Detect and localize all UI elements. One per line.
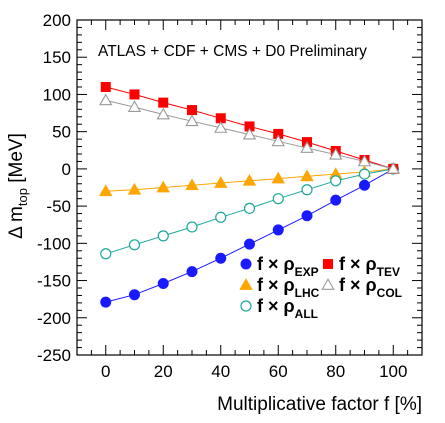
data-point-tev [187, 105, 197, 116]
data-point-exp [100, 296, 112, 308]
series-col [99, 93, 400, 174]
data-point-lhc [214, 176, 228, 188]
x-tick-label: 0 [101, 362, 110, 381]
legend-marker-tev [323, 259, 333, 269]
legend-marker-lhc [239, 278, 253, 290]
y-tick-label: 0 [62, 160, 71, 179]
data-point-col [185, 114, 199, 127]
data-point-all [157, 230, 169, 242]
data-point-exp [272, 224, 284, 236]
data-point-col [357, 154, 372, 167]
legend-label-exp: f × ρEXP [257, 254, 319, 279]
data-point-all [100, 248, 112, 260]
y-axis-title: Δ mtop [MeV] [6, 133, 30, 239]
y-axis-title-sub: top [15, 188, 30, 206]
y-tick-label: -150 [37, 272, 71, 291]
y-tick-label: 150 [43, 48, 71, 67]
legend-label-col: f × ρCOL [339, 275, 402, 300]
data-point-lhc [271, 171, 285, 184]
data-point-col [300, 141, 314, 153]
data-point-exp [301, 210, 313, 222]
legend-item-tev: f × ρTEV [323, 254, 400, 279]
x-tick-label: 20 [154, 362, 173, 381]
legend-item-col: f × ρCOL [321, 275, 402, 300]
y-tick-label: -250 [37, 346, 71, 365]
legend-marker-all [240, 300, 252, 312]
legend-marker-exp [240, 258, 252, 270]
data-point-exp [186, 266, 198, 278]
data-point-col [271, 134, 285, 147]
series-layer [99, 82, 400, 308]
data-point-col [214, 121, 228, 133]
y-tick-label: 200 [43, 11, 71, 30]
data-point-lhc [99, 184, 113, 197]
y-tick-label: -200 [37, 309, 71, 328]
y-axis-title-main: Δ m [6, 206, 27, 239]
x-axis-title: Multiplicative factor f [%] [217, 394, 422, 415]
legend-label-tev: f × ρTEV [339, 254, 400, 279]
data-point-tev [100, 82, 111, 92]
data-point-lhc [127, 182, 142, 195]
data-point-tev [129, 89, 140, 100]
axis-ticks: -250 -200 -150 -100 -50 0 50 100 150 200 0 20 40 60 80… [37, 11, 423, 381]
data-point-col [242, 127, 257, 140]
data-point-exp [215, 252, 227, 264]
data-point-col [127, 100, 142, 112]
legend: f × ρEXP f × ρTEV f × ρLHC f × ρCOL f × ρALL [239, 254, 402, 321]
data-point-col [329, 147, 343, 160]
data-point-exp [157, 278, 169, 290]
y-tick-label: -100 [37, 234, 71, 253]
data-point-col [386, 162, 400, 174]
data-point-all [243, 202, 256, 214]
legend-item-exp: f × ρEXP [240, 254, 319, 279]
legend-item-lhc: f × ρLHC [239, 275, 320, 300]
data-point-exp [330, 194, 342, 206]
data-point-exp [244, 238, 255, 250]
data-point-col [156, 107, 170, 120]
data-point-lhc [300, 169, 314, 182]
x-tick-label: 60 [269, 362, 288, 381]
data-point-all [215, 211, 227, 223]
y-tick-label: 100 [43, 85, 71, 104]
data-point-tev [158, 97, 169, 108]
data-point-all [186, 221, 198, 233]
y-axis-title-unit: [MeV] [6, 133, 27, 188]
data-point-all [272, 193, 284, 205]
data-point-exp [129, 289, 140, 301]
data-point-all [358, 168, 371, 180]
x-tick-label: 40 [211, 362, 230, 381]
data-point-lhc [156, 180, 170, 193]
data-point-lhc [185, 178, 199, 191]
data-point-lhc [242, 173, 257, 186]
data-point-tev [215, 113, 226, 124]
data-point-tev [244, 121, 255, 132]
legend-label-lhc: f × ρLHC [257, 275, 320, 300]
data-point-col [99, 93, 113, 106]
legend-label-all: f × ρALL [257, 296, 318, 321]
y-tick-label: -50 [46, 197, 71, 216]
legend-item-all: f × ρALL [240, 296, 318, 321]
data-point-all [330, 175, 342, 187]
data-point-all [301, 184, 313, 196]
data-point-tev [273, 128, 284, 139]
x-tick-label: 80 [326, 362, 345, 381]
x-tick-label: 100 [379, 362, 407, 381]
data-point-exp [359, 179, 370, 191]
legend-marker-col [321, 278, 335, 290]
chart-title: ATLAS + CDF + CMS + D0 Preliminary [98, 43, 367, 60]
data-point-all [128, 239, 141, 251]
y-tick-label: 50 [52, 123, 71, 142]
